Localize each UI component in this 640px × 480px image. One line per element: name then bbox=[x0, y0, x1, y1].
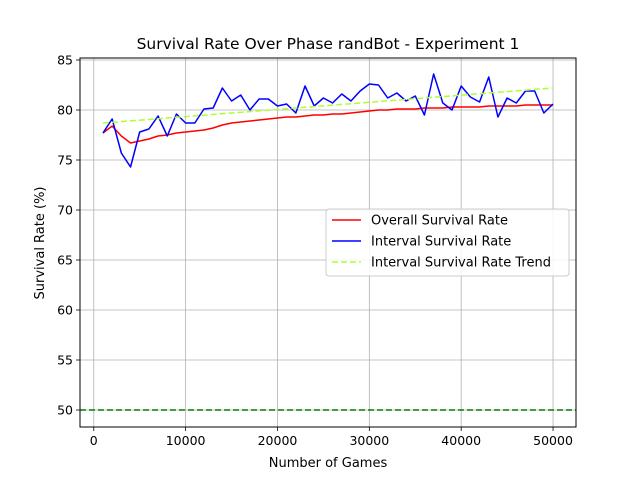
y-tick-label: 70 bbox=[57, 203, 73, 218]
y-axis-label: Survival Rate (%) bbox=[33, 187, 48, 300]
legend-label: Interval Survival Rate Trend bbox=[371, 256, 551, 271]
y-tick-label: 55 bbox=[57, 353, 73, 368]
legend: Overall Survival Rate Interval Survival R… bbox=[325, 208, 570, 277]
series-line-2 bbox=[102, 87, 554, 124]
y-tick-label: 80 bbox=[57, 103, 73, 118]
x-tick-label: 0 bbox=[90, 433, 98, 448]
series-line-1 bbox=[102, 73, 554, 168]
legend-box bbox=[325, 208, 570, 277]
x-tick-label: 20000 bbox=[258, 433, 298, 448]
y-tick-label: 75 bbox=[57, 153, 73, 168]
x-axis-ticks: 0 10000 20000 30000 40000 50000 bbox=[90, 427, 573, 448]
x-tick-label: 30000 bbox=[349, 433, 389, 448]
series-layer bbox=[102, 73, 554, 168]
y-tick-label: 50 bbox=[57, 403, 73, 418]
plot-frame bbox=[79, 57, 577, 428]
chart-title: Survival Rate Over Phase randBot - Exper… bbox=[137, 35, 520, 53]
x-tick-label: 40000 bbox=[441, 433, 481, 448]
x-tick-label: 50000 bbox=[533, 433, 573, 448]
y-tick-label: 85 bbox=[57, 53, 73, 68]
x-axis-label: Number of Games bbox=[269, 456, 388, 471]
x-tick-label: 10000 bbox=[166, 433, 206, 448]
y-tick-label: 65 bbox=[57, 253, 73, 268]
legend-label: Overall Survival Rate bbox=[371, 214, 508, 229]
y-tick-label: 60 bbox=[57, 303, 73, 318]
legend-label: Interval Survival Rate bbox=[371, 235, 511, 250]
y-axis-ticks: 50 55 60 65 70 75 80 85 bbox=[57, 53, 80, 418]
series-line-0 bbox=[102, 104, 554, 144]
